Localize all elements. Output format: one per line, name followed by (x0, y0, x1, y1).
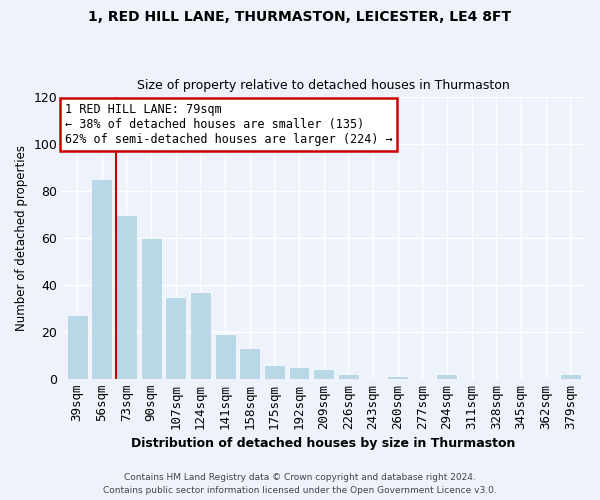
Bar (140, 238, 161, 379)
Bar (67, 316, 88, 379)
Bar (239, 348, 260, 379)
Bar (215, 334, 236, 379)
Bar (190, 292, 211, 379)
Title: Size of property relative to detached houses in Thurmaston: Size of property relative to detached ho… (137, 79, 510, 92)
Bar (436, 374, 457, 379)
Bar (91, 180, 112, 379)
Text: Contains HM Land Registry data © Crown copyright and database right 2024.
Contai: Contains HM Land Registry data © Crown c… (103, 474, 497, 495)
Bar (165, 296, 186, 379)
Text: 1, RED HILL LANE, THURMASTON, LEICESTER, LE4 8FT: 1, RED HILL LANE, THURMASTON, LEICESTER,… (88, 10, 512, 24)
Bar (313, 370, 334, 379)
Bar (116, 214, 137, 379)
Y-axis label: Number of detached properties: Number of detached properties (15, 145, 28, 331)
X-axis label: Distribution of detached houses by size in Thurmaston: Distribution of detached houses by size … (131, 437, 516, 450)
Bar (387, 376, 408, 379)
Bar (560, 374, 581, 379)
Bar (338, 374, 359, 379)
Bar (264, 364, 285, 379)
Bar (289, 367, 310, 379)
Text: 1 RED HILL LANE: 79sqm
← 38% of detached houses are smaller (135)
62% of semi-de: 1 RED HILL LANE: 79sqm ← 38% of detached… (65, 103, 392, 146)
